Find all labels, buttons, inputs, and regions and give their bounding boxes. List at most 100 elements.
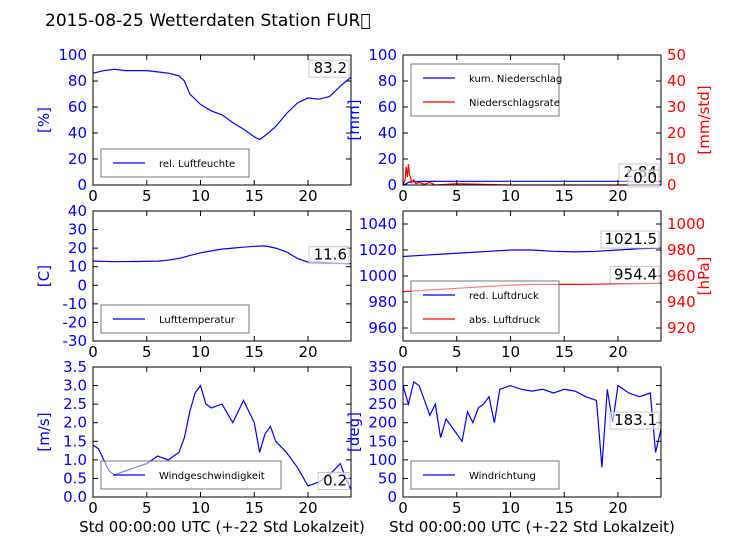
figure-title: 2015-08-25 Wetterdaten Station FUR  [45, 11, 371, 31]
y-tick-label: 50 [378, 469, 397, 487]
y-tick-label: 40 [378, 124, 397, 142]
annotation-box [627, 169, 660, 188]
axes-frame-winddirection [402, 366, 662, 498]
x-tick-label: 15 [245, 499, 264, 517]
y-tick-label: 1020 [359, 241, 397, 259]
y-tick-label: 100 [58, 46, 87, 64]
x-tick-label: 15 [555, 499, 574, 517]
annotation-box [308, 59, 350, 78]
x-axis-label-windspeed: Std 00:00:00 UTC (+-22 Std Lokalzeit) [79, 518, 365, 536]
x-tick-label: 0 [398, 187, 408, 205]
y-tick-label: 2.5 [63, 395, 87, 413]
y-tick-label: 40 [68, 124, 87, 142]
x-tick-label: 20 [298, 343, 317, 361]
y-tick-label: 20 [68, 239, 87, 257]
y-tick-label: 250 [368, 395, 397, 413]
x-tick-label: 5 [142, 499, 152, 517]
series-precipitation-0 [402, 180, 661, 186]
annotation-box [600, 230, 660, 249]
annotation-value-winddirection: 183.1 [614, 411, 657, 429]
y-tick-label: 200 [368, 414, 397, 432]
legend-entry: Windrichtung [469, 471, 536, 482]
legend-entry: Lufttemperatur [159, 315, 236, 326]
y2-tick-label: 940 [667, 293, 696, 311]
y-axis-label-temperature: [C] [35, 265, 53, 287]
y2-tick-label: 1000 [667, 215, 705, 233]
x-tick-label: 15 [555, 343, 574, 361]
y-tick-label: 30 [68, 221, 87, 239]
y-tick-label: 0.5 [63, 469, 87, 487]
y-axis-label-precipitation: [mm] [345, 100, 363, 141]
y-tick-label: 150 [368, 432, 397, 450]
x-tick-label: 10 [501, 499, 520, 517]
y2-tick-label: 0 [667, 176, 677, 194]
x-tick-label: 15 [245, 343, 264, 361]
y2-tick-label: 50 [667, 46, 686, 64]
y-tick-label: 3.0 [63, 377, 87, 395]
legend-precipitation [410, 63, 560, 117]
y-tick-label: -10 [63, 295, 88, 313]
x-tick-label: 15 [555, 187, 574, 205]
x-tick-label: 5 [452, 499, 462, 517]
y-tick-label: -20 [63, 313, 88, 331]
x-tick-label: 0 [398, 343, 408, 361]
annotation-value-humidity: 83.2 [314, 59, 347, 77]
y-tick-label: 100 [368, 451, 397, 469]
legend-entry: abs. Luftdruck [469, 315, 540, 326]
y2-tick-label: 920 [667, 319, 696, 337]
series-pressure-0 [402, 247, 662, 258]
annotation-box [317, 472, 350, 490]
y-tick-label: 2.0 [63, 414, 87, 432]
y-axis-label-winddirection: [deg] [345, 412, 363, 452]
y-tick-label: 1.5 [63, 432, 87, 450]
annotation-value-windspeed: 0.2 [323, 472, 347, 490]
x-tick-label: 20 [608, 499, 627, 517]
x-tick-label: 20 [298, 499, 317, 517]
annotation-value-pressure: 1021.5 [605, 230, 658, 248]
chart-precipitation: 0 5 10 15 20 0 20 40 60 80 100 0 10 20 30 40 50 [mm] [mm/s… [345, 46, 713, 205]
y-tick-label: 0 [387, 488, 397, 506]
axes-frame-temperature [92, 210, 352, 342]
y-tick-label: 980 [368, 293, 397, 311]
x-tick-label: 15 [245, 187, 264, 205]
y-tick-label: 0 [387, 176, 397, 194]
y-tick-label: 0 [77, 176, 87, 194]
y-tick-label: 100 [368, 46, 397, 64]
x-tick-label: 0 [398, 499, 408, 517]
annotation-value-precipitation: 0.0 [633, 169, 657, 187]
y-tick-label: 0 [77, 276, 87, 294]
y-tick-label: 1000 [359, 267, 397, 285]
chart-temperature: 0 5 10 15 20-30-20-10010203040[C]11.6Lufttem… [35, 202, 352, 361]
y2-tick-label: 30 [667, 98, 686, 116]
legend-entry: rel. Luftfeuchte [159, 159, 235, 170]
legend-entry: Windgeschwindigkeit [159, 471, 265, 482]
chart-humidity: 0 5 10 15 20 0 20 40 60 80 100 [%] 83.2 rel. Luftfeuc… [35, 46, 352, 205]
y-axis-label-windspeed: [m/s] [35, 412, 53, 451]
y-tick-label: 80 [378, 72, 397, 90]
x-tick-label: 10 [501, 343, 520, 361]
y2-tick-label: 10 [667, 150, 686, 168]
chart-pressure: 0 5 10 15 20 960 980 1000 1020 1040 920 940 960 980 10… [359, 210, 713, 361]
x-tick-label: 5 [142, 187, 152, 205]
x-tick-label: 10 [191, 187, 210, 205]
y2-axis-label-pressure: [hPa] [695, 257, 713, 296]
x-tick-label: 5 [142, 343, 152, 361]
x-tick-label: 5 [452, 343, 462, 361]
y-tick-label: 960 [368, 319, 397, 337]
annotation-box [308, 246, 350, 265]
y-tick-label: 60 [378, 98, 397, 116]
y-tick-label: 60 [68, 98, 87, 116]
x-tick-label: 0 [88, 499, 98, 517]
legend-pressure [410, 280, 560, 334]
y-tick-label: -30 [63, 332, 88, 350]
y-tick-label: 80 [68, 72, 87, 90]
y-tick-label: 0.0 [63, 488, 87, 506]
x-axis-label-winddirection: Std 00:00:00 UTC (+-22 Std Lokalzeit) [389, 518, 675, 536]
series-humidity-0 [92, 68, 352, 141]
y-tick-label: 3.5 [63, 358, 87, 376]
annotation-box [609, 265, 660, 284]
y-tick-label: 10 [68, 258, 87, 276]
x-tick-label: 20 [608, 187, 627, 205]
annotation-value-temperature: 11.6 [314, 246, 347, 264]
